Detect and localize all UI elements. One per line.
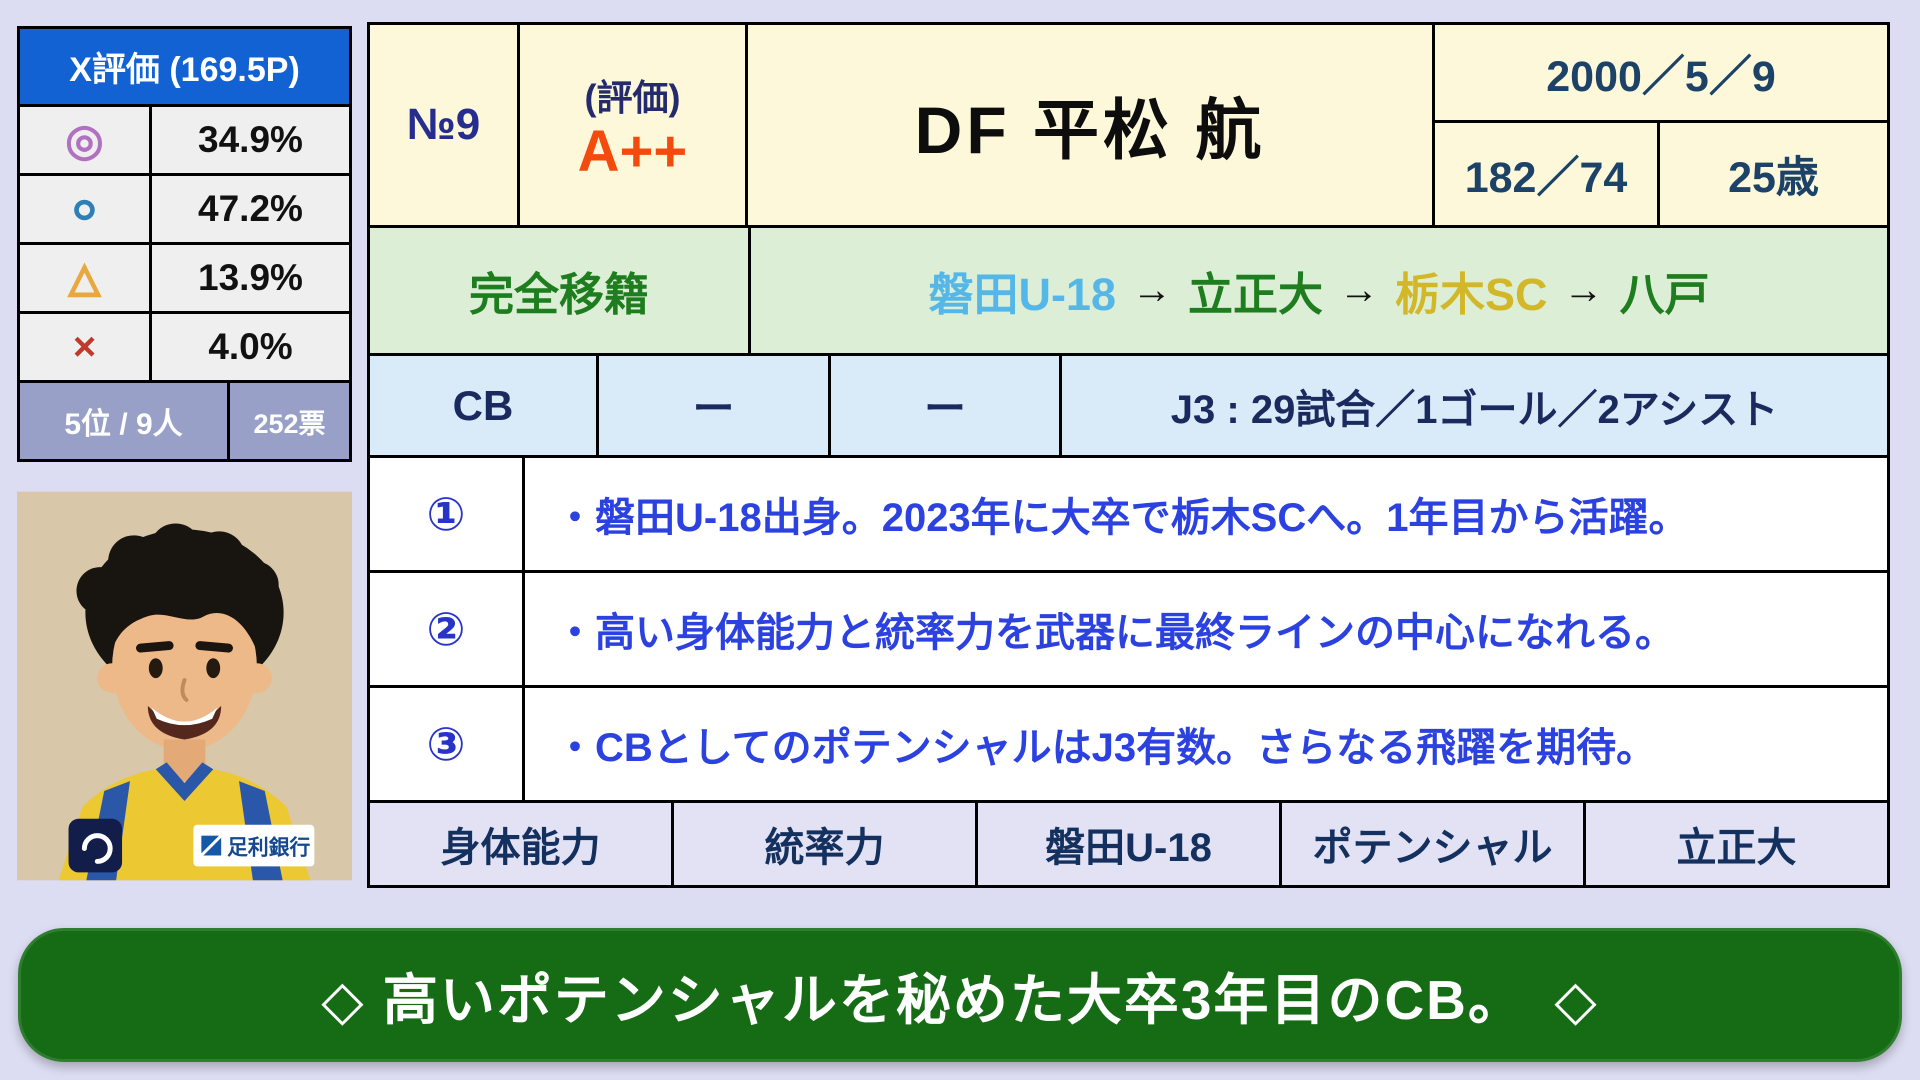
profile-table: №9 (評価) A++ DF 平松 航 2000／5／9 182／74 25歳 … bbox=[367, 22, 1890, 888]
rank-row: 5位 / 9人 252票 bbox=[20, 383, 349, 459]
position-stats-row: CB ー ー J3 : 29試合／1ゴール／2アシスト bbox=[370, 356, 1887, 458]
rank-position: 5位 / 9人 bbox=[20, 383, 230, 459]
rating-row-poor: × 4.0% bbox=[20, 314, 349, 383]
keyword-tag: 統率力 bbox=[674, 803, 978, 885]
comment-number: ③ bbox=[370, 688, 525, 800]
comment-text: ・高い身体能力と統率力を武器に最終ラインの中心になれる。 bbox=[525, 573, 1887, 685]
rating-header: X評価 (169.5P) bbox=[20, 29, 349, 107]
keyword-tag: ポテンシャル bbox=[1282, 803, 1586, 885]
rating-value-poor: 4.0% bbox=[152, 314, 349, 380]
comment-number: ② bbox=[370, 573, 525, 685]
comment-text: ・CBとしてのポテンシャルはJ3有数。さらなる飛躍を期待。 bbox=[525, 688, 1887, 800]
comment-row-1: ① ・磐田U-18出身。2023年に大卒で栃木SCへ。1年目から活躍。 bbox=[370, 458, 1887, 573]
sponsor-name: 足利銀行 bbox=[227, 835, 310, 859]
rating-row-fair: △ 13.9% bbox=[20, 245, 349, 314]
position: CB bbox=[370, 356, 599, 455]
arrow-icon: → bbox=[1563, 268, 1604, 312]
vote-count: 252票 bbox=[253, 408, 326, 439]
season-stats: J3 : 29試合／1ゴール／2アシスト bbox=[1062, 356, 1887, 455]
position-col2: ー bbox=[599, 356, 831, 455]
age: 25歳 bbox=[1728, 154, 1819, 202]
career-club: 磐田U-18 bbox=[928, 269, 1116, 320]
rating-label: (評価) bbox=[584, 77, 681, 118]
arrow-icon: → bbox=[1339, 268, 1380, 312]
comment-number: ① bbox=[370, 458, 525, 570]
cross-icon: × bbox=[20, 314, 152, 380]
rating-cell: (評価) A++ bbox=[520, 25, 748, 225]
comment-row-2: ② ・高い身体能力と統率力を武器に最終ラインの中心になれる。 bbox=[370, 573, 1887, 688]
double-circle-icon: ◎ bbox=[20, 107, 152, 173]
player-portrait: 足利銀行 bbox=[17, 490, 352, 882]
rating-value-excellent: 34.9% bbox=[152, 107, 349, 173]
rating-row-good: ○ 47.2% bbox=[20, 176, 349, 245]
circle-icon: ○ bbox=[20, 176, 152, 242]
rating-value-good: 47.2% bbox=[152, 176, 349, 242]
triangle-icon: △ bbox=[20, 245, 152, 311]
player-number: №9 bbox=[370, 25, 520, 225]
transfer-row: 完全移籍 磐田U-18 → 立正大 → 栃木SC → 八戸 bbox=[370, 228, 1887, 356]
career-club: 八戸 bbox=[1619, 269, 1710, 320]
comment-row-3: ③ ・CBとしてのポテンシャルはJ3有数。さらなる飛躍を期待。 bbox=[370, 688, 1887, 803]
rating-row-excellent: ◎ 34.9% bbox=[20, 107, 349, 176]
keyword-tag: 身体能力 bbox=[370, 803, 674, 885]
arrow-icon: → bbox=[1132, 268, 1172, 312]
keyword-tag: 磐田U-18 bbox=[978, 803, 1282, 885]
sponsor-patch: 足利銀行 bbox=[193, 824, 315, 867]
rating-value-fair: 13.9% bbox=[152, 245, 349, 311]
career-club: 立正大 bbox=[1188, 269, 1324, 320]
career-path: 磐田U-18 → 立正大 → 栃木SC → 八戸 bbox=[751, 228, 1887, 353]
career-club: 栃木SC bbox=[1395, 269, 1548, 320]
transfer-type: 完全移籍 bbox=[370, 228, 751, 353]
bio-block: 2000／5／9 182／74 25歳 bbox=[1435, 25, 1887, 225]
portrait-illustration: 足利銀行 bbox=[17, 491, 352, 881]
keyword-tag: 立正大 bbox=[1586, 803, 1887, 885]
comment-text: ・磐田U-18出身。2023年に大卒で栃木SCへ。1年目から活躍。 bbox=[525, 458, 1887, 570]
keyword-row: 身体能力 統率力 磐田U-18 ポテンシャル 立正大 bbox=[370, 803, 1887, 885]
rating-sidebar: X評価 (169.5P) ◎ 34.9% ○ 47.2% △ 13.9% × 4… bbox=[17, 26, 352, 462]
summary-banner: ◇ 高いポテンシャルを秘めた大卒3年目のCB。 ◇ bbox=[18, 928, 1902, 1062]
birthdate: 2000／5／9 bbox=[1435, 25, 1887, 123]
club-crest-icon bbox=[68, 818, 123, 873]
rating-grade: A++ bbox=[577, 119, 688, 184]
height-weight: 182／74 bbox=[1435, 123, 1660, 225]
header-row: №9 (評価) A++ DF 平松 航 2000／5／9 182／74 25歳 bbox=[370, 25, 1887, 228]
player-name: DF 平松 航 bbox=[748, 25, 1435, 225]
position-col3: ー bbox=[831, 356, 1062, 455]
